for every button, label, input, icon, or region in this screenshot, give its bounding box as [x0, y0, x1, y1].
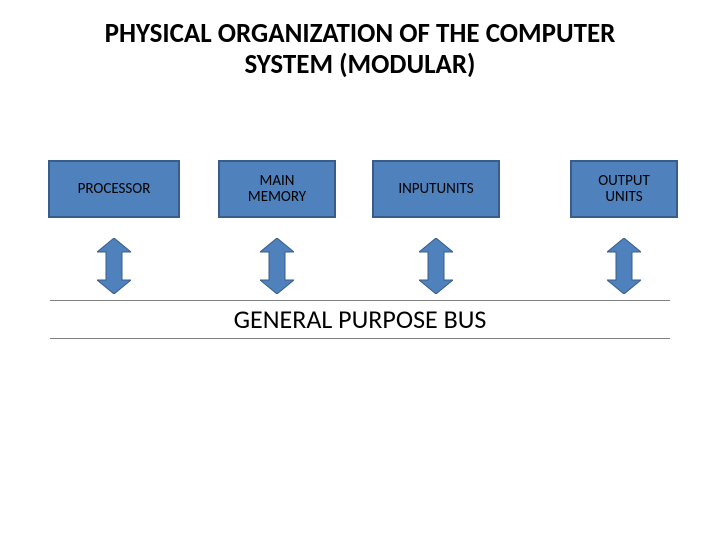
double-arrow-icon [97, 238, 131, 294]
module-box-inputunits: INPUTUNITS [372, 160, 500, 218]
module-box-label: OUTPUT UNITS [598, 173, 650, 206]
module-box-mainmemory: MAIN MEMORY [218, 160, 336, 218]
module-box-label: PROCESSOR [78, 181, 151, 198]
title-line1: PHYSICAL ORGANIZATION OF THE COMPUTER [0, 18, 720, 49]
module-box-outputunits: OUTPUT UNITS [570, 160, 678, 218]
title-line2: SYSTEM (MODULAR) [0, 49, 720, 80]
page-title: PHYSICAL ORGANIZATION OF THE COMPUTER SY… [0, 18, 720, 80]
module-boxes-row: PROCESSOR MAIN MEMORY INPUTUNITS OUTPUT UNI… [0, 160, 720, 230]
module-box-processor: PROCESSOR [48, 160, 180, 218]
module-box-label: INPUTUNITS [398, 181, 473, 198]
double-arrow-icon [260, 238, 294, 294]
bus-top-line [50, 300, 670, 301]
double-arrow-icon [419, 238, 453, 294]
module-box-label: MAIN MEMORY [248, 173, 306, 206]
bus-bottom-line [50, 338, 670, 339]
double-arrow-icon [607, 238, 641, 294]
arrows-row [0, 238, 720, 298]
bus-label: GENERAL PURPOSE BUS [0, 303, 720, 335]
